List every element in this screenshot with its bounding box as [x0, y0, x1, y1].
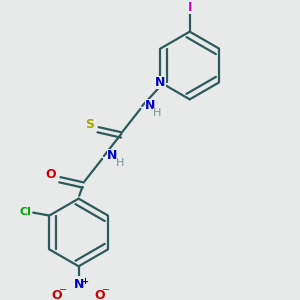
Text: N: N	[74, 278, 84, 291]
Text: H: H	[153, 108, 162, 118]
Text: N: N	[145, 100, 155, 112]
Text: O: O	[94, 289, 104, 300]
Text: Cl: Cl	[20, 207, 32, 217]
Text: O: O	[51, 289, 62, 300]
Text: I: I	[188, 1, 192, 14]
Text: O: O	[46, 168, 56, 181]
Text: N: N	[155, 76, 166, 89]
Text: S: S	[85, 118, 94, 131]
Text: N: N	[107, 149, 118, 163]
Text: H: H	[116, 158, 124, 168]
Text: −: −	[59, 285, 67, 296]
Text: −: −	[102, 285, 110, 296]
Text: +: +	[82, 277, 88, 286]
